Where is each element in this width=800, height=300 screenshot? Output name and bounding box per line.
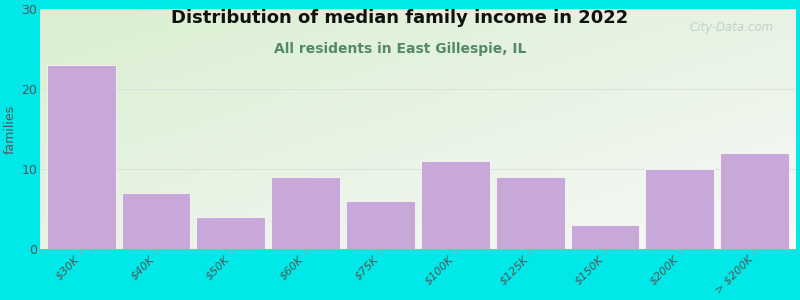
Bar (720, 153, 789, 249)
Text: All residents in East Gillespie, IL: All residents in East Gillespie, IL (274, 42, 526, 56)
Bar (421, 161, 490, 249)
Bar (46, 65, 115, 249)
Bar (346, 201, 415, 249)
Bar (496, 177, 565, 249)
Y-axis label: families: families (4, 104, 17, 154)
Bar (196, 217, 266, 249)
Text: City-Data.com: City-Data.com (689, 21, 773, 34)
Bar (271, 177, 340, 249)
Bar (646, 169, 714, 249)
Text: Distribution of median family income in 2022: Distribution of median family income in … (171, 9, 629, 27)
Bar (122, 193, 190, 249)
Bar (570, 225, 639, 249)
